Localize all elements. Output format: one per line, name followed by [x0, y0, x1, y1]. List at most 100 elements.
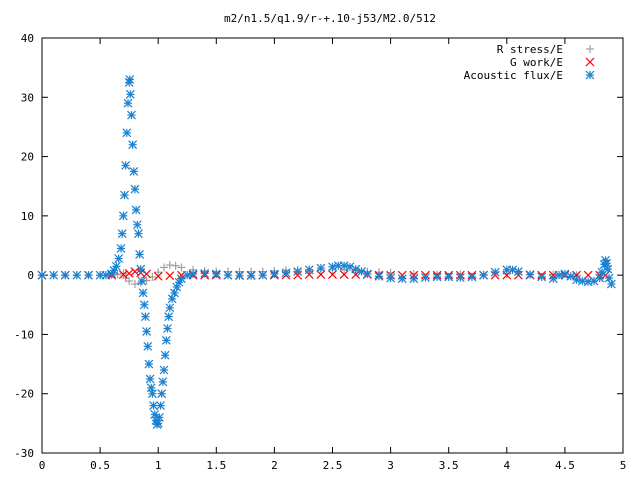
data-point [200, 268, 210, 278]
data-point [127, 110, 136, 120]
data-point [159, 365, 169, 375]
data-point [121, 161, 131, 170]
data-point [131, 205, 141, 215]
data-point [120, 190, 129, 200]
data-point [132, 220, 142, 230]
data-point [455, 273, 465, 282]
data-point [467, 272, 477, 282]
data-point [37, 270, 47, 280]
data-point [223, 270, 233, 280]
data-point [134, 229, 143, 239]
legend-label: G work/E [510, 56, 563, 69]
data-point [537, 272, 547, 282]
data-point [142, 269, 152, 279]
data-point [246, 271, 256, 281]
axes: 0 0.5 1 1.5 2 2.5 3 3.5 4 4.5 5 -30 -20 -10 0 10 20 30 40 [14, 32, 626, 472]
data-point [157, 389, 167, 399]
data-point [147, 389, 157, 399]
data-point [153, 271, 163, 281]
data-point [281, 268, 291, 278]
data-point [129, 166, 139, 176]
data-point [328, 270, 337, 279]
x-tick-label: 2.5 [323, 459, 343, 472]
x-tick-label: 1.5 [206, 459, 226, 472]
data-point [188, 269, 198, 279]
data-point [164, 312, 174, 322]
data-point [161, 335, 171, 345]
data-point [269, 269, 279, 279]
y-tick-label: -20 [14, 388, 34, 401]
series-2 [37, 75, 616, 429]
data-point [182, 270, 192, 280]
data-point [397, 274, 407, 284]
data-point [554, 270, 564, 280]
data-point [136, 264, 146, 274]
data-point [339, 270, 349, 279]
data-point [603, 264, 613, 274]
legend-marker [586, 45, 594, 53]
data-point [177, 274, 186, 284]
data-point [139, 300, 149, 310]
data-point [125, 75, 135, 84]
data-point [116, 244, 126, 253]
data-point [123, 98, 133, 108]
data-point [145, 374, 155, 384]
data-point [137, 276, 147, 286]
data-point [490, 267, 500, 277]
data-point [606, 279, 616, 289]
data-point [328, 262, 337, 272]
x-tick-label: 2 [271, 459, 278, 472]
data-point [339, 261, 349, 271]
data-point [125, 277, 134, 286]
data-point [158, 377, 168, 387]
data-point [156, 401, 165, 410]
data-point [513, 267, 523, 277]
y-tick-label: -30 [14, 447, 34, 460]
x-tick-label: 3 [387, 459, 394, 472]
data-point [258, 270, 268, 280]
data-point [118, 211, 128, 221]
y-tick-label: 20 [21, 151, 34, 164]
data-marks [37, 75, 616, 429]
data-point [293, 267, 303, 277]
x-tick-label: 3.5 [439, 459, 459, 472]
data-point [72, 270, 82, 280]
data-point [124, 268, 134, 278]
legend-marker [585, 57, 595, 67]
data-point [114, 254, 124, 263]
data-point [165, 271, 175, 281]
y-tick-label: 30 [21, 91, 34, 104]
data-point [421, 273, 430, 282]
data-point [119, 269, 128, 278]
chart-title: m2/n1.5/q1.9/r-+.10-j53/M2.0/512 [224, 12, 436, 25]
data-point [409, 274, 419, 284]
x-tick-label: 5 [620, 459, 627, 472]
data-point [49, 270, 59, 280]
data-point [84, 270, 93, 280]
data-point [135, 249, 145, 259]
data-point [154, 413, 164, 422]
plot-frame [41, 37, 624, 454]
data-point [149, 401, 158, 410]
data-point [160, 263, 169, 272]
data-point [508, 265, 518, 275]
data-point [479, 270, 488, 280]
data-point [160, 350, 170, 360]
data-point [304, 265, 314, 275]
data-point [374, 271, 384, 281]
data-point [211, 269, 221, 279]
data-point [177, 263, 186, 272]
data-point [316, 270, 326, 279]
data-point [548, 274, 558, 284]
data-point [163, 324, 172, 333]
x-tick-label: 4.5 [555, 459, 575, 472]
data-point [60, 270, 70, 280]
data-point [525, 270, 535, 279]
data-point [130, 280, 139, 289]
data-point [362, 269, 372, 279]
data-point [143, 341, 153, 351]
data-point [235, 271, 244, 281]
data-point [140, 312, 150, 322]
